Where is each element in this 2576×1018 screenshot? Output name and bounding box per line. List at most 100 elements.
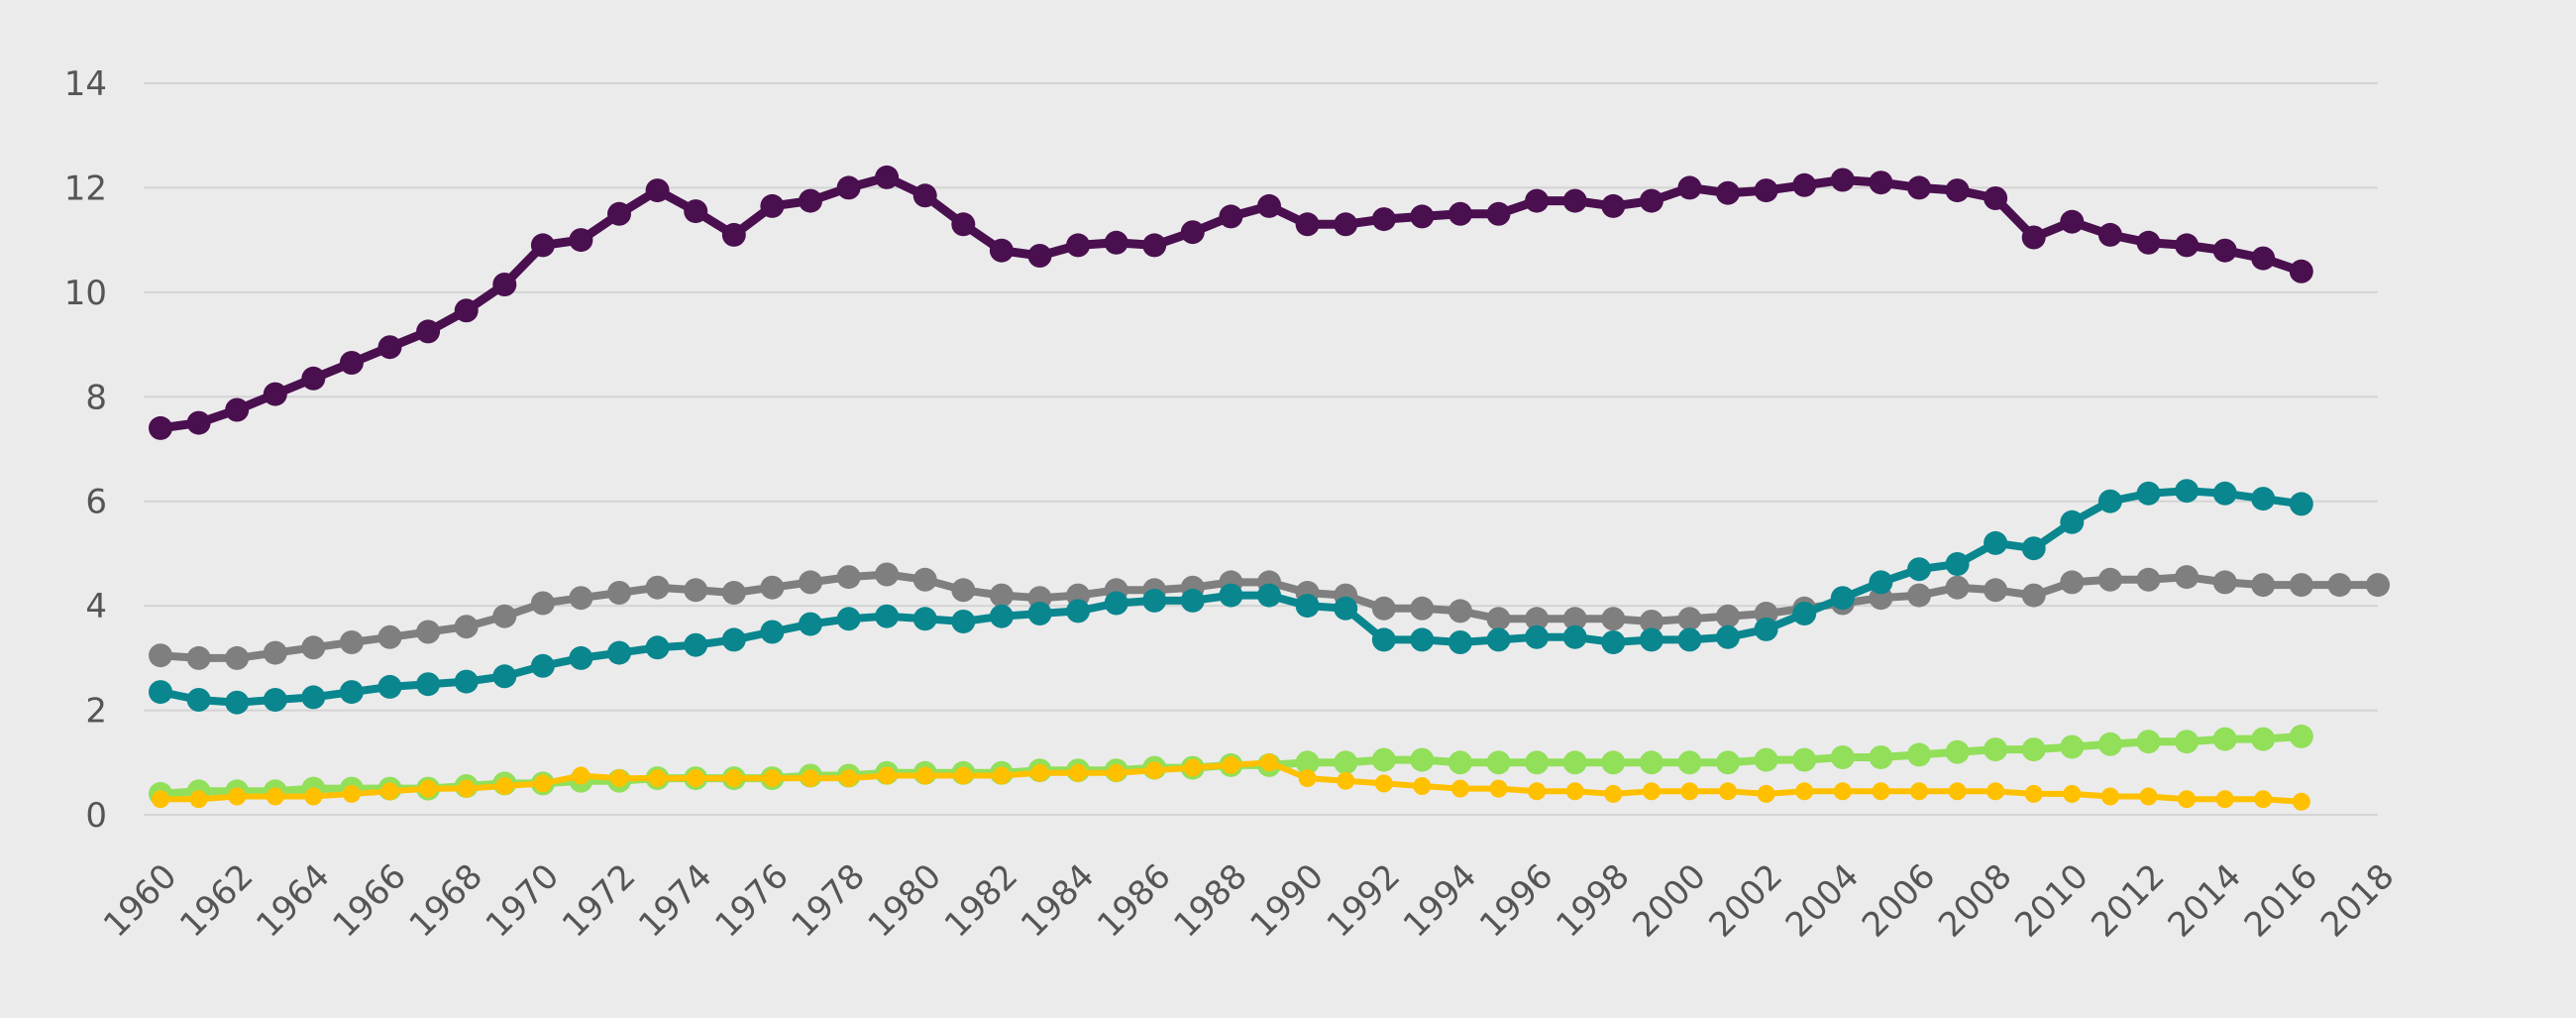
- data-point: [492, 273, 517, 296]
- data-point: [1869, 170, 1893, 195]
- data-point: [839, 769, 858, 788]
- data-point: [186, 688, 211, 712]
- data-point: [1677, 627, 1702, 652]
- data-point: [721, 581, 746, 605]
- data-point: [875, 562, 900, 587]
- data-point: [1945, 739, 1970, 764]
- data-point: [1295, 750, 1320, 775]
- data-point: [339, 680, 364, 705]
- x-tick-label: 1980: [861, 856, 949, 945]
- data-point: [992, 766, 1011, 785]
- data-point: [1792, 172, 1817, 197]
- data-point: [2212, 481, 2237, 506]
- series-2: [149, 479, 2313, 715]
- data-point: [1030, 763, 1049, 782]
- data-point: [530, 653, 555, 678]
- data-point: [1525, 624, 1550, 649]
- data-point: [457, 779, 476, 798]
- data-point: [1183, 758, 1202, 777]
- data-point: [225, 397, 250, 422]
- data-point: [454, 669, 479, 694]
- data-point: [2136, 481, 2161, 506]
- x-tick-label: 1972: [555, 856, 643, 945]
- data-point: [2289, 724, 2313, 748]
- data-point: [1562, 750, 1587, 775]
- data-point: [1869, 745, 1893, 769]
- x-tick-label: 1988: [1166, 856, 1254, 945]
- data-point: [1298, 769, 1317, 788]
- data-point: [1295, 594, 1320, 619]
- data-point: [186, 645, 211, 670]
- data-point: [1448, 599, 1472, 623]
- data-point: [1374, 774, 1393, 793]
- data-point: [492, 604, 517, 628]
- data-point: [1334, 212, 1358, 237]
- data-point: [1795, 782, 1814, 801]
- data-point: [1907, 175, 1931, 200]
- data-point: [2021, 225, 2046, 250]
- data-point: [912, 183, 937, 208]
- data-point: [1334, 596, 1358, 621]
- data-point: [989, 604, 1014, 628]
- data-point: [1984, 578, 2008, 603]
- data-point: [569, 228, 593, 253]
- data-point: [301, 685, 326, 710]
- data-point: [607, 640, 631, 665]
- data-point: [2097, 567, 2122, 592]
- data-point: [1413, 777, 1432, 795]
- data-point: [1410, 596, 1435, 621]
- x-tick-label: 1970: [479, 856, 567, 945]
- data-point: [266, 787, 284, 806]
- data-point: [799, 188, 822, 213]
- data-point: [2366, 573, 2390, 598]
- data-point: [875, 165, 900, 189]
- x-tick-label: 2018: [2313, 856, 2402, 945]
- data-point: [2063, 784, 2082, 803]
- data-point: [1869, 570, 1893, 595]
- y-tick-label: 14: [64, 64, 107, 104]
- x-tick-label: 2004: [1778, 856, 1867, 945]
- x-tick-label: 1968: [402, 856, 490, 945]
- data-point: [1066, 233, 1091, 258]
- x-axis-tick-labels: 1960196219641966196819701972197419761978…: [96, 856, 2402, 945]
- data-point: [1180, 220, 1205, 245]
- data-point: [799, 570, 822, 595]
- data-point: [1528, 782, 1547, 801]
- data-point: [377, 335, 402, 360]
- data-point: [1371, 627, 1396, 652]
- data-point: [1180, 588, 1205, 613]
- y-tick-label: 12: [64, 169, 107, 208]
- x-tick-label: 2000: [1625, 856, 1713, 945]
- data-point: [2212, 238, 2237, 263]
- y-tick-label: 10: [64, 274, 107, 313]
- y-axis-tick-labels: 0 2 4 6 8 10 12 14: [64, 64, 107, 836]
- data-point: [2289, 573, 2313, 598]
- data-point: [301, 635, 326, 660]
- y-tick-label: 2: [85, 692, 107, 732]
- data-point: [875, 604, 900, 628]
- data-point: [1907, 557, 1931, 582]
- data-point: [951, 212, 976, 237]
- x-tick-label: 1960: [96, 856, 184, 945]
- data-point: [989, 238, 1014, 263]
- data-point: [339, 630, 364, 654]
- data-point: [607, 581, 631, 605]
- data-point: [1525, 188, 1550, 213]
- data-point: [878, 766, 897, 785]
- data-point: [1448, 750, 1472, 775]
- data-point: [1716, 180, 1740, 205]
- data-point: [1257, 583, 1281, 608]
- data-point: [1410, 747, 1435, 772]
- data-point: [1525, 750, 1550, 775]
- data-point: [1334, 750, 1358, 775]
- data-point: [760, 620, 785, 644]
- data-point: [416, 620, 441, 644]
- data-point: [1601, 750, 1626, 775]
- data-point: [1486, 750, 1511, 775]
- y-tick-label: 6: [85, 483, 107, 522]
- data-point: [225, 690, 250, 715]
- data-point: [2178, 790, 2197, 809]
- data-point: [1830, 745, 1855, 769]
- data-point: [802, 769, 819, 788]
- data-point: [1792, 747, 1817, 772]
